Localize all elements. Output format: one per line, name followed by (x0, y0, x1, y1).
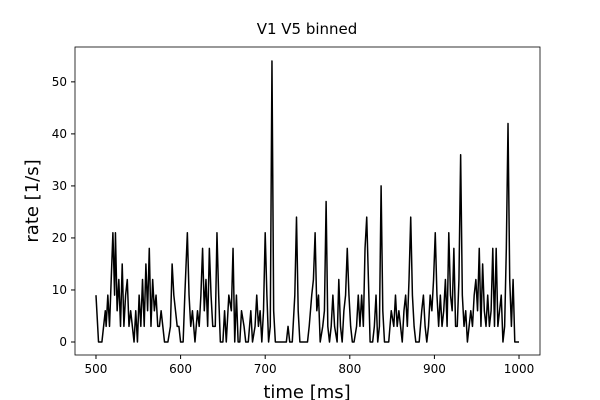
y-tick-label: 50 (52, 75, 67, 89)
chart-title: V1 V5 binned (257, 20, 358, 38)
x-tick-label: 700 (254, 362, 277, 376)
line (95, 60, 520, 343)
plot-frame (74, 46, 541, 356)
x-tick-label: 600 (169, 362, 192, 376)
y-tick-label: 30 (52, 179, 67, 193)
x-axis-label: time [ms] (263, 382, 350, 400)
x-tick-label: 800 (338, 362, 361, 376)
y-tick-label: 10 (52, 283, 67, 297)
y-tick-label: 0 (59, 335, 67, 349)
y-tick-label: 20 (52, 231, 67, 245)
y-tick-label: 40 (52, 127, 67, 141)
y-axis-label: rate [1/s] (22, 159, 43, 242)
x-tick-label: 900 (423, 362, 446, 376)
x-tick-label: 1000 (504, 362, 535, 376)
x-tick-label: 500 (85, 362, 108, 376)
